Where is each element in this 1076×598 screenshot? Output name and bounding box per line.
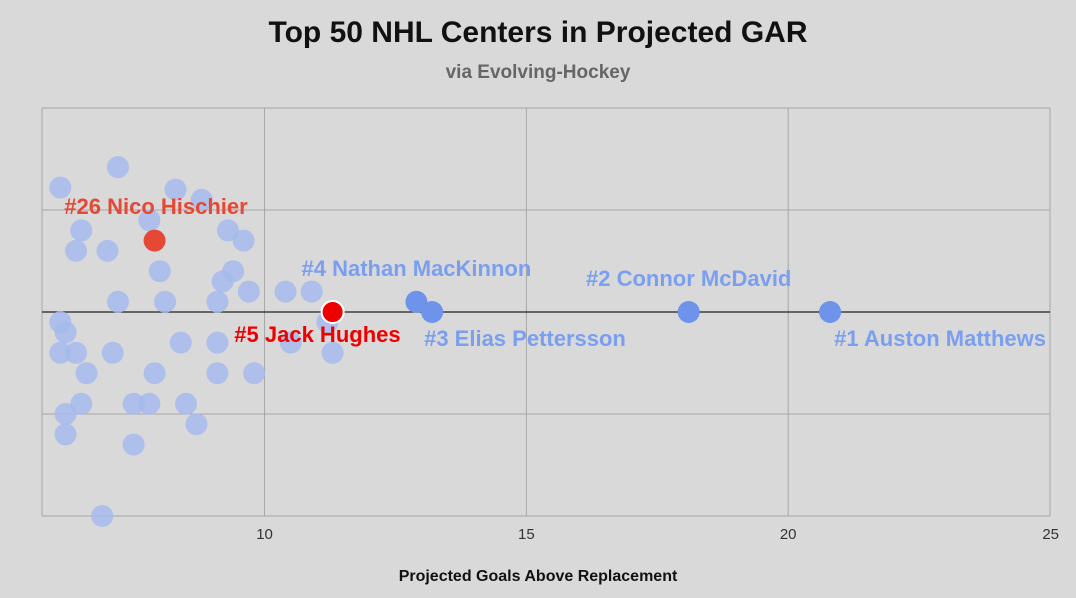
x-tick-label: 10: [256, 526, 273, 543]
data-point: [232, 229, 255, 252]
point-label: #1 Auston Matthews: [834, 326, 1046, 351]
data-point: [185, 413, 208, 436]
point-label: #3 Elias Pettersson: [424, 326, 626, 351]
point-labels: #1 Auston Matthews #2 Connor McDavid #3 El…: [64, 194, 1046, 351]
data-point: [91, 505, 114, 527]
x-tick-labels: 10 15 20 25: [256, 526, 1059, 543]
data-point: [54, 423, 77, 446]
data-point: [216, 219, 239, 242]
data-point: [300, 280, 323, 303]
data-point: [175, 392, 197, 415]
data-point: [122, 392, 145, 415]
data-point: [122, 433, 145, 456]
highlight-point: [405, 290, 428, 313]
x-tick-label: 20: [780, 526, 797, 543]
data-point: [106, 290, 129, 313]
data-point: [106, 156, 129, 179]
data-point: [164, 178, 187, 201]
data-point: [206, 331, 229, 354]
data-point: [101, 341, 124, 364]
data-point: [49, 176, 72, 199]
data-point: [274, 280, 297, 303]
data-point: [169, 331, 192, 354]
chart-title: Top 50 NHL Centers in Projected GAR: [268, 16, 808, 49]
x-tick-label: 15: [518, 526, 535, 543]
data-point: [49, 341, 72, 364]
data-point: [65, 239, 88, 262]
data-point: [138, 392, 161, 415]
highlight-point: [677, 301, 700, 323]
data-point: [211, 270, 234, 293]
data-point: [54, 403, 77, 425]
data-point: [321, 341, 344, 364]
data-point: [190, 188, 213, 211]
point-label: #26 Nico Hischier: [64, 194, 248, 219]
highlighted-points: [143, 229, 842, 324]
data-point: [70, 219, 93, 242]
highlight-point: [143, 229, 166, 252]
data-point: [54, 321, 77, 344]
point-label: #2 Connor McDavid: [586, 266, 791, 291]
chart-subtitle: via Evolving-Hockey: [445, 62, 631, 83]
highlight-point: [320, 300, 345, 324]
data-point: [206, 362, 229, 385]
highlight-point: [819, 301, 842, 323]
data-point: [143, 362, 166, 385]
background-points: [49, 156, 344, 527]
data-point: [96, 239, 119, 262]
highlight-point: [421, 301, 444, 323]
data-point: [138, 209, 161, 232]
data-point: [154, 290, 177, 313]
x-axis-label: Projected Goals Above Replacement: [398, 568, 678, 585]
data-point: [65, 341, 88, 364]
data-point: [75, 362, 98, 385]
point-label: #5 Jack Hughes: [234, 322, 400, 347]
data-point: [279, 331, 302, 354]
point-label: #4 Nathan MacKinnon: [301, 256, 531, 281]
grid-lines: [41, 107, 1051, 517]
x-tick-label: 25: [1042, 526, 1059, 543]
data-point: [148, 260, 171, 283]
data-point: [206, 290, 229, 313]
data-point: [237, 280, 260, 303]
data-point: [70, 392, 93, 415]
data-point: [243, 362, 266, 385]
